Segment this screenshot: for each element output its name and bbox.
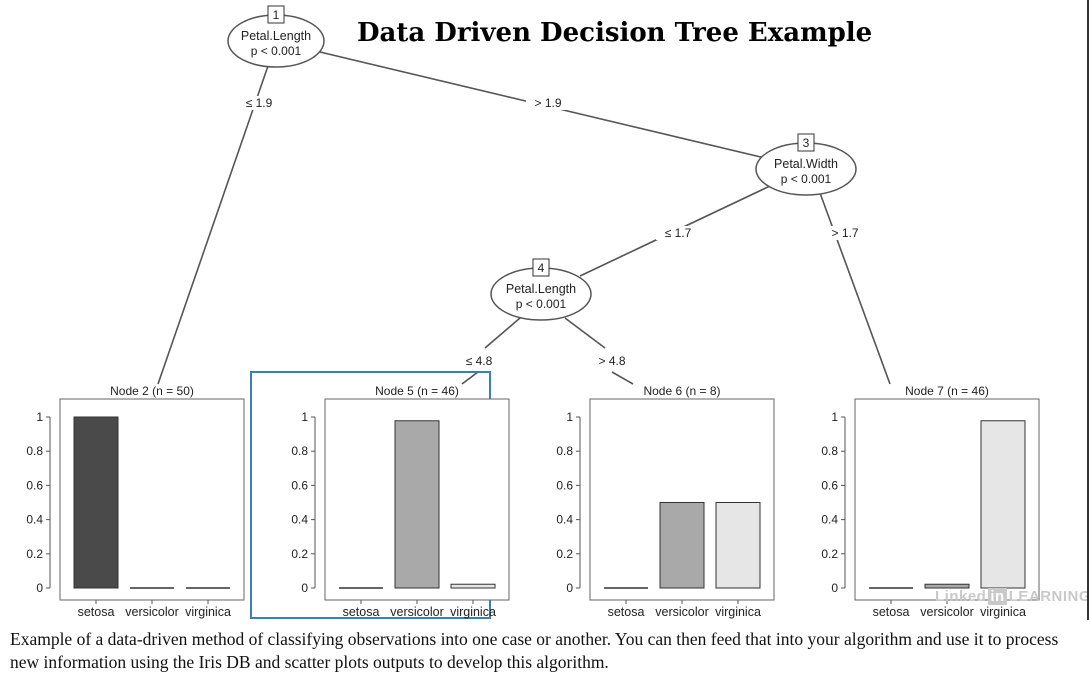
terminal-node-chart: Node 7 (n = 46) 0 0.2 0.4 0.6 0.8 1 setosa versi…: [821, 384, 1040, 619]
x-tick-label: virginica: [715, 605, 761, 619]
node-p-value: p < 0.001: [781, 172, 832, 186]
y-tick-label: 0.6: [291, 478, 308, 492]
y-tick-label: 1: [301, 410, 308, 424]
y-tick-label: 0: [301, 581, 308, 595]
y-tick-label: 0.8: [26, 444, 43, 458]
x-tick-label: versicolor: [655, 605, 709, 619]
y-tick-label: 1: [831, 410, 838, 424]
node-id-box: [532, 258, 550, 277]
y-tick-label: 0.2: [556, 547, 573, 561]
node-id-box: [797, 133, 815, 152]
edge-label: > 1.9: [534, 96, 561, 110]
x-tick-label: versicolor: [390, 605, 444, 619]
x-tick-label: setosa: [78, 605, 115, 619]
tree-edge: [461, 371, 479, 385]
terminal-node-chart: Node 2 (n = 50) 0 0.2 0.4 0.6 0.8 1 setosa versi…: [26, 384, 245, 619]
bar: [659, 502, 705, 589]
chart-title: Node 7 (n = 46): [905, 384, 989, 398]
edge-label-bg: [823, 226, 867, 240]
x-tick-label: virginica: [450, 605, 496, 619]
x-tick-label: virginica: [185, 605, 231, 619]
node-id-box: [267, 5, 285, 24]
bar: [924, 583, 970, 589]
edge-label-bg: [457, 354, 501, 368]
bar: [450, 583, 496, 589]
edge-label: ≤ 1.7: [665, 226, 692, 240]
edge-label: ≤ 1.9: [246, 96, 273, 110]
tree-edge: [564, 317, 606, 349]
bar: [394, 420, 440, 589]
linkedin-learning-watermark: Linked in LEARNING: [935, 588, 1089, 605]
y-tick-label: 1: [566, 410, 573, 424]
edge-label-bg: [526, 96, 570, 110]
chart-title: Node 2 (n = 50): [110, 384, 194, 398]
x-tick-label: setosa: [873, 605, 910, 619]
figure-caption: Example of a data-driven method of class…: [10, 629, 1059, 672]
edge-label: > 1.7: [831, 226, 858, 240]
x-tick-label: virginica: [980, 605, 1026, 619]
y-tick-label: 0.2: [26, 547, 43, 561]
bar: [715, 502, 761, 589]
tree-figure: ≤ 1.9 > 1.9 ≤ 1.7 > 1.7 ≤ 4.8 > 4.8 1 Petal.Len…: [26, 0, 1089, 620]
bar: [980, 420, 1026, 589]
edge-label-bg: [656, 226, 700, 240]
y-tick-label: 0: [36, 581, 43, 595]
terminal-node-chart: Node 6 (n = 8) 0 0.2 0.4 0.6 0.8 1 setosa versic…: [556, 384, 775, 619]
tree-edge: [611, 371, 634, 385]
tree-edge: [157, 65, 269, 385]
y-tick-label: 0.4: [291, 513, 308, 527]
node-p-value: p < 0.001: [251, 44, 302, 58]
edge-label-bg: [590, 354, 634, 368]
y-tick-label: 0.2: [821, 547, 838, 561]
y-tick-label: 0.8: [291, 444, 308, 458]
x-tick-label: versicolor: [920, 605, 974, 619]
y-tick-label: 0.8: [821, 444, 838, 458]
chart-title: Node 5 (n = 46): [375, 384, 459, 398]
x-tick-label: versicolor: [125, 605, 179, 619]
tree-edge: [819, 192, 891, 385]
y-tick-label: 0.2: [291, 547, 308, 561]
y-tick-label: 1: [36, 410, 43, 424]
bar: [73, 416, 119, 589]
y-tick-label: 0.6: [556, 478, 573, 492]
node-variable: Petal.Length: [506, 282, 576, 296]
edge-label: ≤ 4.8: [466, 354, 493, 368]
edge-label-bg: [237, 96, 281, 110]
edge-label: > 4.8: [598, 354, 625, 368]
node-id: 3: [803, 136, 810, 150]
x-tick-label: setosa: [608, 605, 645, 619]
y-tick-label: 0.8: [556, 444, 573, 458]
y-tick-label: 0.4: [556, 513, 573, 527]
y-tick-label: 0.4: [26, 513, 43, 527]
node-id: 1: [273, 8, 280, 22]
chart-title: Node 6 (n = 8): [643, 384, 720, 398]
y-tick-label: 0.6: [26, 478, 43, 492]
node-variable: Petal.Width: [774, 157, 838, 171]
node-id: 4: [538, 261, 545, 275]
y-tick-label: 0: [566, 581, 573, 595]
tree-edge: [484, 317, 521, 349]
y-tick-label: 0: [831, 581, 838, 595]
x-tick-label: setosa: [343, 605, 380, 619]
terminal-node-chart: Node 5 (n = 46) 0 0.2 0.4 0.6 0.8 1 setosa versi…: [250, 371, 510, 619]
node-p-value: p < 0.001: [516, 297, 567, 311]
y-tick-label: 0.4: [821, 513, 838, 527]
y-tick-label: 0.6: [821, 478, 838, 492]
page-title: Data Driven Decision Tree Example: [357, 18, 873, 48]
decision-tree-diagram: ≤ 1.9 > 1.9 ≤ 1.7 > 1.7 ≤ 4.8 > 4.8 1 Petal.Len…: [26, 5, 1040, 619]
node-variable: Petal.Length: [241, 29, 311, 43]
